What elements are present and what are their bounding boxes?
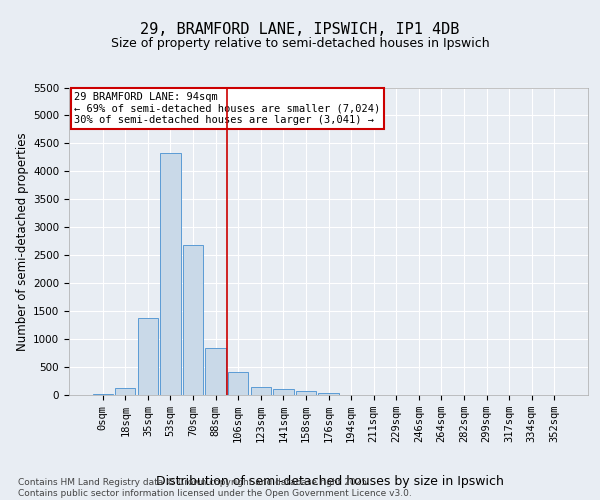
Bar	[115, 388, 136, 395]
Text: Size of property relative to semi-detached houses in Ipswich: Size of property relative to semi-detach…	[110, 38, 490, 51]
Text: Contains HM Land Registry data © Crown copyright and database right 2025.
Contai: Contains HM Land Registry data © Crown c…	[18, 478, 412, 498]
Text: Distribution of semi-detached houses by size in Ipswich: Distribution of semi-detached houses by …	[156, 474, 504, 488]
Bar	[228, 372, 248, 395]
Bar	[92, 394, 113, 395]
Bar	[319, 394, 338, 395]
Bar	[296, 392, 316, 395]
Text: 29 BRAMFORD LANE: 94sqm
← 69% of semi-detached houses are smaller (7,024)
30% of: 29 BRAMFORD LANE: 94sqm ← 69% of semi-de…	[74, 92, 380, 126]
Y-axis label: Number of semi-detached properties: Number of semi-detached properties	[16, 132, 29, 350]
Text: 29, BRAMFORD LANE, IPSWICH, IP1 4DB: 29, BRAMFORD LANE, IPSWICH, IP1 4DB	[140, 22, 460, 38]
Bar	[183, 245, 203, 395]
Bar	[160, 154, 181, 395]
Bar	[205, 348, 226, 395]
Bar	[273, 389, 293, 395]
Bar	[251, 387, 271, 395]
Bar	[138, 318, 158, 395]
